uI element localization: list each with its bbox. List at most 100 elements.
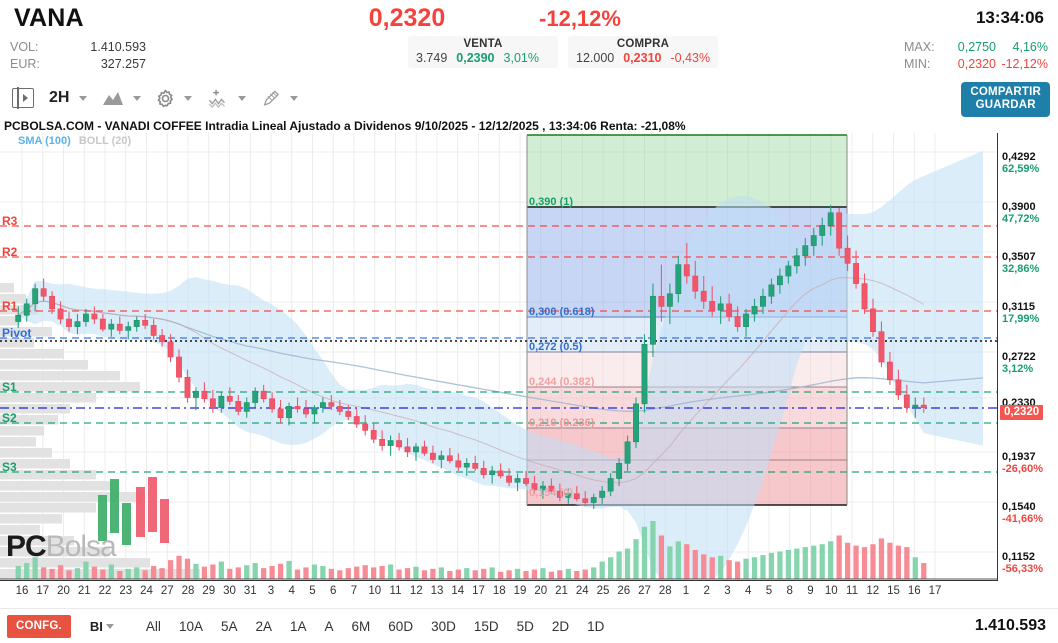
chart-type-button[interactable] — [98, 85, 128, 111]
date-axis-tick: 26 — [617, 585, 631, 597]
date-axis-tick: 2 — [703, 585, 710, 597]
date-axis-tick: 6 — [330, 585, 337, 597]
share-label: COMPARTIR — [970, 86, 1041, 98]
date-axis-tick: 15 — [887, 585, 900, 597]
pivot-label-s1: S1 — [2, 380, 17, 394]
pivot-label-s2: S2 — [2, 411, 17, 425]
price-axis-value: 0,3507 — [1002, 251, 1036, 263]
order-book-sell: VENTA 3.749 0,2390 3,01% — [408, 36, 558, 68]
price-axis-pct: -26,60% — [1002, 462, 1043, 475]
fib-label-2: 0,272 (0.5) — [529, 341, 583, 353]
price-axis-pct: -41,66% — [1002, 512, 1043, 525]
config-button[interactable]: CONFG. — [7, 614, 71, 638]
date-axis-tick: 12 — [866, 585, 880, 597]
range-button-1a[interactable]: 1A — [290, 618, 307, 634]
max-min-summary: MAX: 0,2750 4,16% MIN: 0,2320 -12,12% — [904, 38, 1048, 72]
date-axis-tick: 27 — [638, 585, 651, 597]
last-price: 0,2320 — [368, 4, 446, 32]
buy-pct: -0,43% — [670, 51, 711, 65]
pencil-draw-icon — [264, 89, 280, 106]
fib-label-4: 0,210 (0.236) — [529, 417, 595, 429]
date-axis-tick: 3 — [267, 585, 275, 597]
date-axis-tick: 17 — [36, 585, 50, 597]
settings-chevron-down-icon[interactable] — [184, 95, 193, 101]
date-axis-tick: 30 — [223, 585, 236, 597]
range-button-10a[interactable]: 10A — [178, 618, 203, 634]
price-axis-pct: 32,86% — [1002, 262, 1040, 275]
date-axis-tick: 17 — [928, 585, 942, 597]
chart-area: SMA (100) BOLL (20) R3 R2 R1 Pivot S1 S2 S3 0,… — [0, 133, 1058, 608]
price-axis-value: 0,4292 — [1002, 151, 1036, 163]
chart-toolbar: 2H — [0, 78, 1058, 118]
draw-tools-button[interactable] — [257, 85, 285, 111]
date-axis-tick: 1 — [682, 585, 690, 597]
indicator-legend: SMA (100) BOLL (20) — [18, 135, 131, 147]
range-button-60d[interactable]: 60D — [388, 618, 414, 634]
panel-toggle-button[interactable] — [8, 85, 38, 111]
price-axis[interactable]: 0,4292 62,59% 0,3900 47,72% 0,3507 32,86% 0,31… — [999, 133, 1058, 581]
max-row: MAX: 0,2750 4,16% — [904, 38, 1048, 55]
price-axis-tick: 0,2722 3,12% — [1002, 351, 1036, 375]
bi-chevron-down-icon[interactable] — [105, 623, 114, 629]
range-button-15d[interactable]: 15D — [473, 618, 499, 634]
pivot-label-r1: R1 — [2, 299, 18, 313]
range-button-2a[interactable]: 2A — [255, 618, 272, 634]
price-axis-pct: 62,59% — [1002, 162, 1040, 175]
price-axis-tick: 0,3507 32,86% — [1002, 251, 1040, 275]
add-indicator-button[interactable] — [203, 85, 233, 111]
bi-button[interactable]: BI — [89, 618, 103, 634]
price-axis-tick: 0,1937 -26,60% — [1002, 451, 1043, 475]
buy-price: 0,2310 — [623, 51, 662, 65]
add-indicator-icon — [209, 89, 226, 108]
price-plot[interactable]: SMA (100) BOLL (20) R3 R2 R1 Pivot S1 S2 S3 0,… — [0, 133, 998, 581]
price-axis-pct: 17,99% — [1002, 312, 1040, 325]
buy-qty: 12.000 — [576, 51, 615, 65]
date-axis-tick: 10 — [368, 585, 382, 597]
timeframe-label[interactable]: 2H — [49, 89, 70, 106]
range-button-all[interactable]: All — [145, 618, 161, 634]
range-button-5a[interactable]: 5A — [220, 618, 238, 634]
date-axis-tick: 12 — [409, 585, 423, 597]
min-label: MIN: — [904, 56, 931, 71]
timeframe-chevron-down-icon[interactable] — [79, 95, 88, 101]
pivot-label-r3: R3 — [2, 214, 18, 228]
range-button-30d[interactable]: 30D — [431, 618, 456, 634]
date-axis-tick: 3 — [724, 585, 731, 597]
price-axis-value: 0,2330 — [1002, 397, 1036, 409]
candlestick-canvas[interactable] — [0, 133, 998, 581]
range-button-6m[interactable]: 6M — [351, 618, 371, 634]
legend-sma[interactable]: SMA (100) — [18, 135, 71, 147]
buy-title: COMPRA — [616, 38, 670, 50]
range-button-1d[interactable]: 1D — [587, 618, 605, 634]
range-button-a[interactable]: A — [324, 618, 334, 634]
date-axis-tick: 4 — [745, 585, 752, 597]
share-save-button[interactable]: COMPARTIR GUARDAR — [961, 82, 1050, 117]
change-percent: -12,12% — [539, 6, 621, 31]
date-axis-tick: 14 — [451, 585, 465, 597]
chart-title: PCBOLSA.COM - VANADI COFFEE Intradia Lin… — [4, 119, 686, 133]
date-axis[interactable]: 16 17 20 21 22 23 24 27 28 29 30 31 3 4 5 6 7 10 11 12 13 14 1… — [0, 583, 998, 605]
date-axis-tick: 24 — [575, 585, 589, 597]
price-axis-tick: 0,1540 -41,66% — [1002, 501, 1043, 525]
add-indicator-chevron-down-icon[interactable] — [238, 95, 247, 101]
legend-boll[interactable]: BOLL (20) — [78, 135, 132, 147]
date-axis-tick: 16 — [907, 585, 921, 597]
min-row: MIN: 0,2320 -12,12% — [904, 55, 1048, 72]
sell-price: 0,2390 — [456, 51, 495, 65]
draw-tools-chevron-down-icon[interactable] — [290, 95, 299, 101]
range-button-5d[interactable]: 5D — [516, 618, 534, 634]
price-axis-value: 0,1152 — [1002, 551, 1036, 563]
current-price-badge: 0,2320 — [1000, 405, 1044, 420]
fib-label-1: 0,300 (0.618) — [529, 306, 595, 318]
quote-header: VANA 0,2320 -12,12% 13:34:06 VOL: 1.410.… — [0, 0, 1058, 78]
date-axis-tick: 24 — [140, 585, 153, 597]
sell-pct: 3,01% — [503, 51, 539, 65]
range-button-2d[interactable]: 2D — [551, 618, 570, 634]
range-selector: All 10A 5A 2A 1A A 6M 60D 30D 15D 5D 2D 1D — [137, 617, 613, 636]
mountain-chart-icon — [103, 91, 124, 105]
price-axis-tick: 0,4292 62,59% — [1002, 151, 1040, 175]
chart-type-chevron-down-icon[interactable] — [133, 95, 142, 101]
settings-button[interactable] — [152, 85, 179, 111]
date-axis-tick: 11 — [389, 585, 402, 597]
price-axis-value: 0,2722 — [1002, 351, 1036, 363]
